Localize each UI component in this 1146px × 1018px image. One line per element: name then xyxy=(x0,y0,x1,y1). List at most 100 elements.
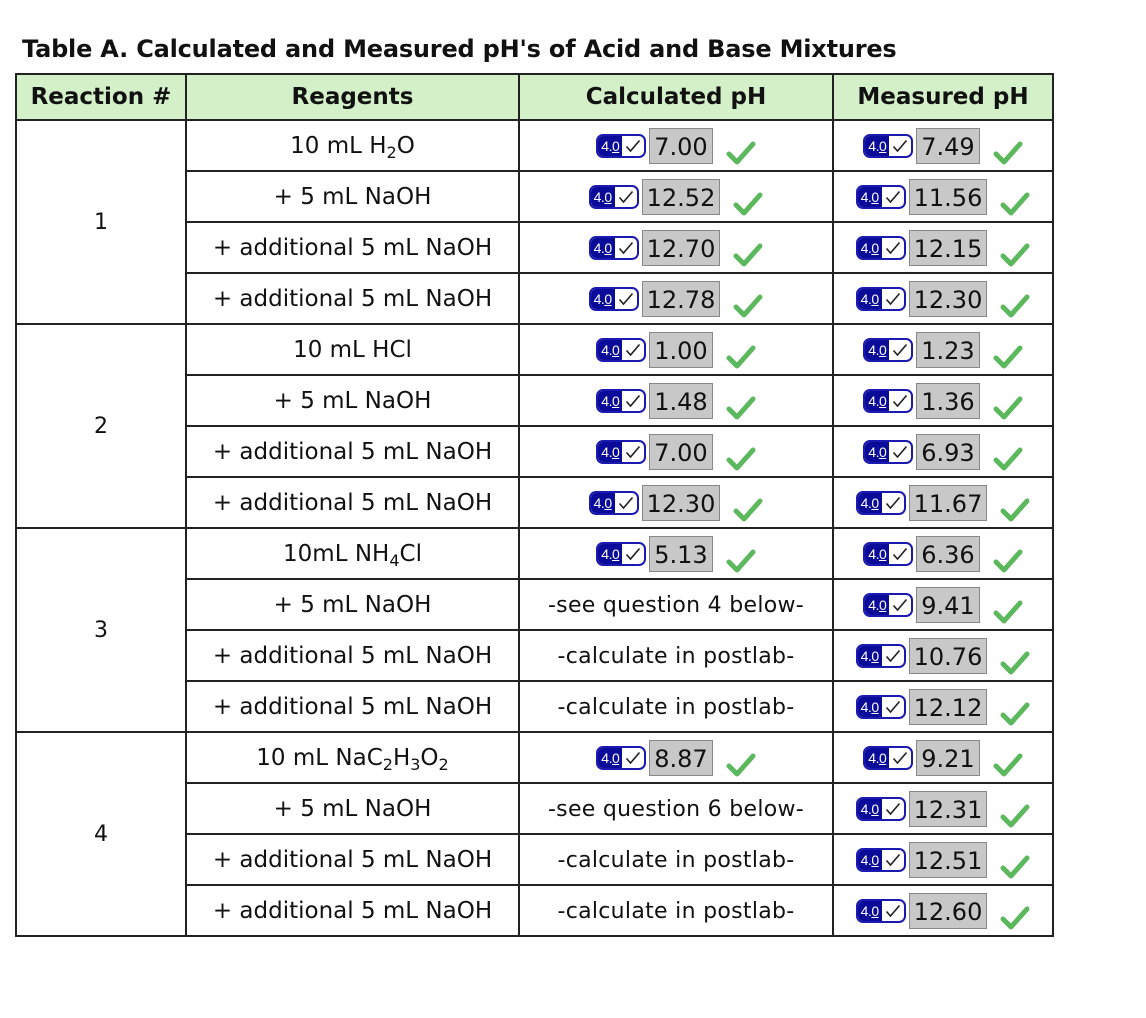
calculated-ph-cell: 4.0 12.52 xyxy=(518,170,834,223)
checkmark-icon xyxy=(622,442,644,462)
sig-fig-checker-icon[interactable]: 4.0 xyxy=(855,898,906,923)
sig-fig-checker-icon[interactable]: 4.0 xyxy=(863,541,914,566)
measured-ph-group: 4.0 12.12 xyxy=(855,686,1031,728)
calculated-ph-input[interactable]: 5.13 xyxy=(649,535,713,572)
reagent-cell: 10 mL NaC2H3O2 xyxy=(185,731,520,784)
correct-check-icon xyxy=(1000,702,1030,725)
version-label: 4.0 xyxy=(598,390,623,411)
measured-ph-cell: 4.0 12.60 xyxy=(832,884,1054,937)
reaction-number: 2 xyxy=(15,323,187,529)
checkmark-icon xyxy=(622,544,644,564)
sig-fig-checker-icon[interactable]: 4.0 xyxy=(596,337,647,362)
ph-table: Reaction # Reagents Calculated pH Measur… xyxy=(15,73,1054,937)
checkmark-icon xyxy=(889,748,911,768)
measured-ph-cell: 4.0 1.23 xyxy=(832,323,1054,376)
sig-fig-checker-icon[interactable]: 4.0 xyxy=(855,184,906,209)
measured-ph-input[interactable]: 12.60 xyxy=(908,892,988,929)
measured-ph-input[interactable]: 6.93 xyxy=(916,433,980,470)
measured-ph-input[interactable]: 12.15 xyxy=(908,229,988,266)
calculated-ph-input[interactable]: 1.48 xyxy=(649,382,713,419)
calculated-ph-note: -calculate in postlab- xyxy=(557,847,795,873)
measured-ph-input[interactable]: 9.41 xyxy=(916,586,980,623)
calculated-ph-input[interactable]: 7.00 xyxy=(649,127,713,164)
sig-fig-checker-icon[interactable]: 4.0 xyxy=(596,745,647,770)
sig-fig-checker-icon[interactable]: 4.0 xyxy=(588,490,639,515)
calculated-ph-input[interactable]: 12.52 xyxy=(641,178,721,215)
calculated-ph-group: 4.0 12.78 xyxy=(588,278,764,320)
calculated-ph-group: 4.0 12.30 xyxy=(588,482,764,524)
version-label: 4.0 xyxy=(590,288,615,309)
measured-ph-input[interactable]: 7.49 xyxy=(916,127,980,164)
sig-fig-checker-icon[interactable]: 4.0 xyxy=(863,592,914,617)
version-label: 4.0 xyxy=(865,441,890,462)
badge-label: 4.0 xyxy=(860,902,880,919)
version-label: 4.0 xyxy=(865,339,890,360)
version-label: 4.0 xyxy=(598,747,623,768)
version-label: 4.0 xyxy=(857,798,882,819)
measured-ph-cell: 4.0 12.51 xyxy=(832,833,1054,886)
sig-fig-checker-icon[interactable]: 4.0 xyxy=(863,133,914,158)
checkmark-icon xyxy=(882,697,904,717)
calculated-ph-group: 4.0 1.48 xyxy=(596,380,756,422)
sig-fig-checker-icon[interactable]: 4.0 xyxy=(855,490,906,515)
table-row: 2 10 mL HCl 4.0 1.00 4.0 1.23 xyxy=(15,323,1054,529)
calculated-ph-input[interactable]: 1.00 xyxy=(649,331,713,368)
calculated-ph-cell: 4.0 1.48 xyxy=(518,374,834,427)
badge-label: 4.0 xyxy=(860,800,880,817)
reagent-cell: + additional 5 mL NaOH xyxy=(185,680,520,733)
sig-fig-checker-icon[interactable]: 4.0 xyxy=(588,184,639,209)
version-label: 4.0 xyxy=(857,900,882,921)
measured-ph-input[interactable]: 11.67 xyxy=(908,484,988,521)
correct-check-icon xyxy=(733,192,763,215)
sig-fig-checker-icon[interactable]: 4.0 xyxy=(855,694,906,719)
correct-check-icon xyxy=(726,396,756,419)
sig-fig-checker-icon[interactable]: 4.0 xyxy=(863,337,914,362)
measured-ph-input[interactable]: 12.30 xyxy=(908,280,988,317)
reagent-cell: + 5 mL NaOH xyxy=(185,374,520,427)
reagent-cell: 10 mL HCl xyxy=(185,323,520,376)
version-label: 4.0 xyxy=(857,237,882,258)
measured-ph-cell: 4.0 6.93 xyxy=(832,425,1054,478)
measured-ph-input[interactable]: 12.31 xyxy=(908,790,988,827)
measured-ph-input[interactable]: 1.36 xyxy=(916,382,980,419)
sig-fig-checker-icon[interactable]: 4.0 xyxy=(855,286,906,311)
sig-fig-checker-icon[interactable]: 4.0 xyxy=(863,388,914,413)
badge-label: 4.0 xyxy=(593,188,613,205)
calculated-ph-input[interactable]: 8.87 xyxy=(649,739,713,776)
badge-label: 4.0 xyxy=(601,443,620,460)
calculated-ph-input[interactable]: 12.70 xyxy=(641,229,721,266)
measured-ph-input[interactable]: 12.12 xyxy=(908,688,988,725)
measured-ph-input[interactable]: 10.76 xyxy=(908,637,988,674)
correct-check-icon xyxy=(1000,804,1030,827)
measured-ph-input[interactable]: 9.21 xyxy=(916,739,980,776)
sig-fig-checker-icon[interactable]: 4.0 xyxy=(596,541,647,566)
calculated-ph-cell: -calculate in postlab- xyxy=(518,833,834,886)
calculated-ph-cell: -calculate in postlab- xyxy=(518,629,834,682)
checkmark-icon xyxy=(622,340,644,360)
measured-ph-input[interactable]: 1.23 xyxy=(916,331,980,368)
measured-ph-input[interactable]: 12.51 xyxy=(908,841,988,878)
header-row: Reaction # Reagents Calculated pH Measur… xyxy=(15,73,1054,121)
sig-fig-checker-icon[interactable]: 4.0 xyxy=(855,796,906,821)
sig-fig-checker-icon[interactable]: 4.0 xyxy=(855,235,906,260)
sig-fig-checker-icon[interactable]: 4.0 xyxy=(588,235,639,260)
calculated-ph-cell: 4.0 7.00 xyxy=(518,119,834,172)
version-label: 4.0 xyxy=(865,135,890,156)
sig-fig-checker-icon[interactable]: 4.0 xyxy=(588,286,639,311)
measured-ph-input[interactable]: 11.56 xyxy=(908,178,988,215)
measured-ph-input[interactable]: 6.36 xyxy=(916,535,980,572)
sig-fig-checker-icon[interactable]: 4.0 xyxy=(596,133,647,158)
sig-fig-checker-icon[interactable]: 4.0 xyxy=(596,439,647,464)
reagent-cell: + 5 mL NaOH xyxy=(185,578,520,631)
table-row: + 5 mL NaOH 4.0 1.48 4.0 1.36 xyxy=(16,374,1054,427)
table-row: + additional 5 mL NaOH 4.0 12.70 4.0 12.… xyxy=(16,221,1054,274)
sig-fig-checker-icon[interactable]: 4.0 xyxy=(855,643,906,668)
calculated-ph-input[interactable]: 7.00 xyxy=(649,433,713,470)
calculated-ph-input[interactable]: 12.30 xyxy=(641,484,721,521)
sig-fig-checker-icon[interactable]: 4.0 xyxy=(863,745,914,770)
sig-fig-checker-icon[interactable]: 4.0 xyxy=(855,847,906,872)
sig-fig-checker-icon[interactable]: 4.0 xyxy=(596,388,647,413)
sig-fig-checker-icon[interactable]: 4.0 xyxy=(863,439,914,464)
calculated-ph-input[interactable]: 12.78 xyxy=(641,280,721,317)
badge-label: 4.0 xyxy=(860,647,880,664)
